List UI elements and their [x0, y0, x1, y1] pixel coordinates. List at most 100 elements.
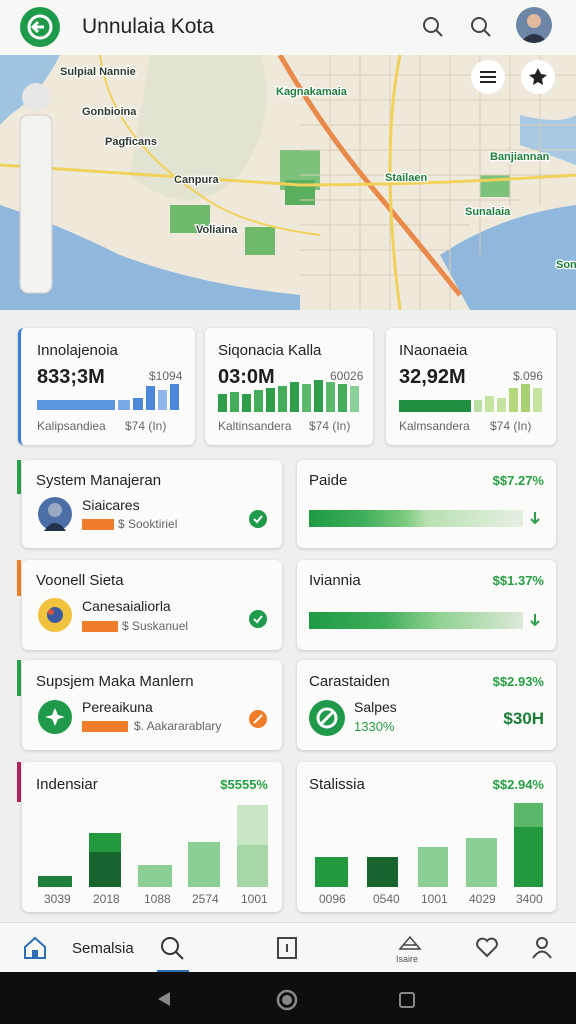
profile-icon[interactable]: [530, 935, 554, 959]
chart-bar: [466, 838, 497, 887]
list-card[interactable]: Supsjem Maka Manlern Pereaikuna $. Aakar…: [22, 660, 282, 750]
tag: [82, 621, 118, 632]
mini-bar: [146, 386, 155, 410]
decoration: [30, 20, 44, 34]
nav-label: Isaire: [396, 954, 419, 964]
metric-value: $$2.93%: [492, 674, 544, 689]
chart-label: 3400: [516, 892, 543, 906]
mini-bar: [314, 380, 323, 412]
decoration: [161, 937, 179, 955]
stat-side: 60026: [330, 369, 364, 383]
heart-icon[interactable]: [475, 936, 499, 958]
decoration: [170, 205, 210, 233]
list-card[interactable]: System Manajeran Siaicares $ Sooktiriel: [22, 460, 282, 548]
decoration: [249, 610, 267, 628]
metric-title: Paide: [309, 472, 348, 489]
chart-bar: [237, 845, 268, 887]
recents-system[interactable]: [398, 991, 416, 1009]
stat-card[interactable]: Siqonacia Kalla 03:0M 60026 Kaltinsander…: [205, 328, 373, 445]
decoration: [399, 992, 415, 1008]
list-title: Voonell Sieta: [36, 572, 124, 589]
map-icon[interactable]: [398, 935, 422, 951]
stat-card[interactable]: INaonaeia 32,92M $.096 Kalmsandera $74 (…: [386, 328, 556, 445]
decoration: [532, 950, 552, 959]
nav-search-label[interactable]: Semalsia: [72, 940, 134, 957]
avatar-image: [520, 14, 548, 43]
mini-bar: [326, 382, 335, 412]
home-system[interactable]: [276, 989, 298, 1011]
avatar: [38, 497, 72, 531]
mini-bar: [266, 388, 275, 412]
mini-bar: [533, 388, 542, 412]
map-label: Canpura: [174, 174, 220, 186]
chart-label: 2574: [192, 892, 219, 906]
metric-amount: $30H: [503, 709, 544, 728]
mini-bar: [302, 384, 311, 412]
stat-title: Siqonacia Kalla: [218, 342, 322, 359]
stat-card[interactable]: Innolajenoia 833;3M $1094 Kalipsandiea $…: [18, 328, 195, 445]
map[interactable]: Sulpial Nannie Gonbioina Pagficans Canpu…: [0, 55, 576, 310]
chart-bar: [514, 803, 543, 827]
list-title: System Manajeran: [36, 472, 162, 489]
map-label: Pagficans: [105, 136, 157, 148]
accent: [17, 660, 21, 696]
stat-value: 03:0M: [218, 366, 275, 388]
back-button[interactable]: [20, 7, 60, 47]
decoration: [520, 34, 548, 43]
decoration: [19, 114, 53, 294]
metric-icon: [309, 700, 345, 736]
avatar-image: [47, 607, 63, 623]
map-label: Stailaen: [385, 172, 427, 184]
search-icon[interactable]: [158, 934, 186, 962]
map-label: Kagnakamaia: [276, 86, 348, 98]
chart-bar: [138, 865, 172, 887]
decoration: [520, 115, 576, 165]
page-icon[interactable]: [276, 936, 298, 960]
decoration: [48, 503, 62, 517]
metric-percent: 1330%: [354, 719, 395, 734]
decoration: [423, 17, 439, 33]
chart-bar: [89, 852, 121, 887]
metric-card[interactable]: Iviannia $$1.37%: [297, 560, 556, 650]
stat-foot: $74 (In): [309, 419, 351, 433]
avatar: [38, 700, 72, 734]
chart-label: 2018: [93, 892, 120, 906]
decoration: [27, 14, 53, 40]
list-card[interactable]: Voonell Sieta Canesaialiorla $ Suskanuel: [22, 560, 282, 650]
tag: [82, 721, 128, 732]
back-system[interactable]: [155, 990, 173, 1008]
avatar-image: [45, 708, 65, 726]
metric-value: $$1.37%: [492, 573, 544, 588]
metric-value: $$7.27%: [492, 473, 544, 488]
mini-bar: [509, 388, 518, 412]
search-icon[interactable]: [420, 14, 446, 40]
avatar[interactable]: [516, 7, 552, 43]
map-label: Sulpial Nannie: [60, 66, 136, 78]
decoration: [48, 609, 54, 615]
metric-title: Carastaiden: [309, 673, 390, 690]
home-icon[interactable]: [22, 935, 48, 961]
accent: [17, 762, 21, 802]
decoration: [276, 989, 298, 1011]
down-icon: [530, 512, 540, 525]
search-icon[interactable]: [468, 14, 494, 40]
decoration: [253, 515, 263, 524]
active-indicator: [157, 970, 189, 973]
decoration: [530, 512, 540, 525]
chart-card[interactable]: Indensiar $5555% 3039 2018 1088 2574 100…: [22, 762, 282, 912]
chart-bar: [315, 857, 348, 887]
stat-side: $.096: [513, 369, 544, 383]
map-label: Son: [556, 259, 576, 271]
decoration: [319, 710, 335, 726]
decoration: [530, 614, 540, 627]
decoration: [316, 707, 338, 729]
mini-bar: [254, 390, 263, 412]
decoration: [480, 71, 496, 83]
edit-icon[interactable]: [248, 709, 268, 729]
decoration: [99, 55, 321, 236]
mini-bar: [474, 400, 482, 412]
mini-bar: [230, 392, 239, 412]
metric-card[interactable]: Paide $$7.27%: [297, 460, 556, 548]
chart-card[interactable]: Stalissia $$2.94% 0096 0540 1001 4029 34…: [297, 762, 556, 912]
metric-card[interactable]: Carastaiden $$2.93% Salpes 1330% $30H: [297, 660, 556, 750]
